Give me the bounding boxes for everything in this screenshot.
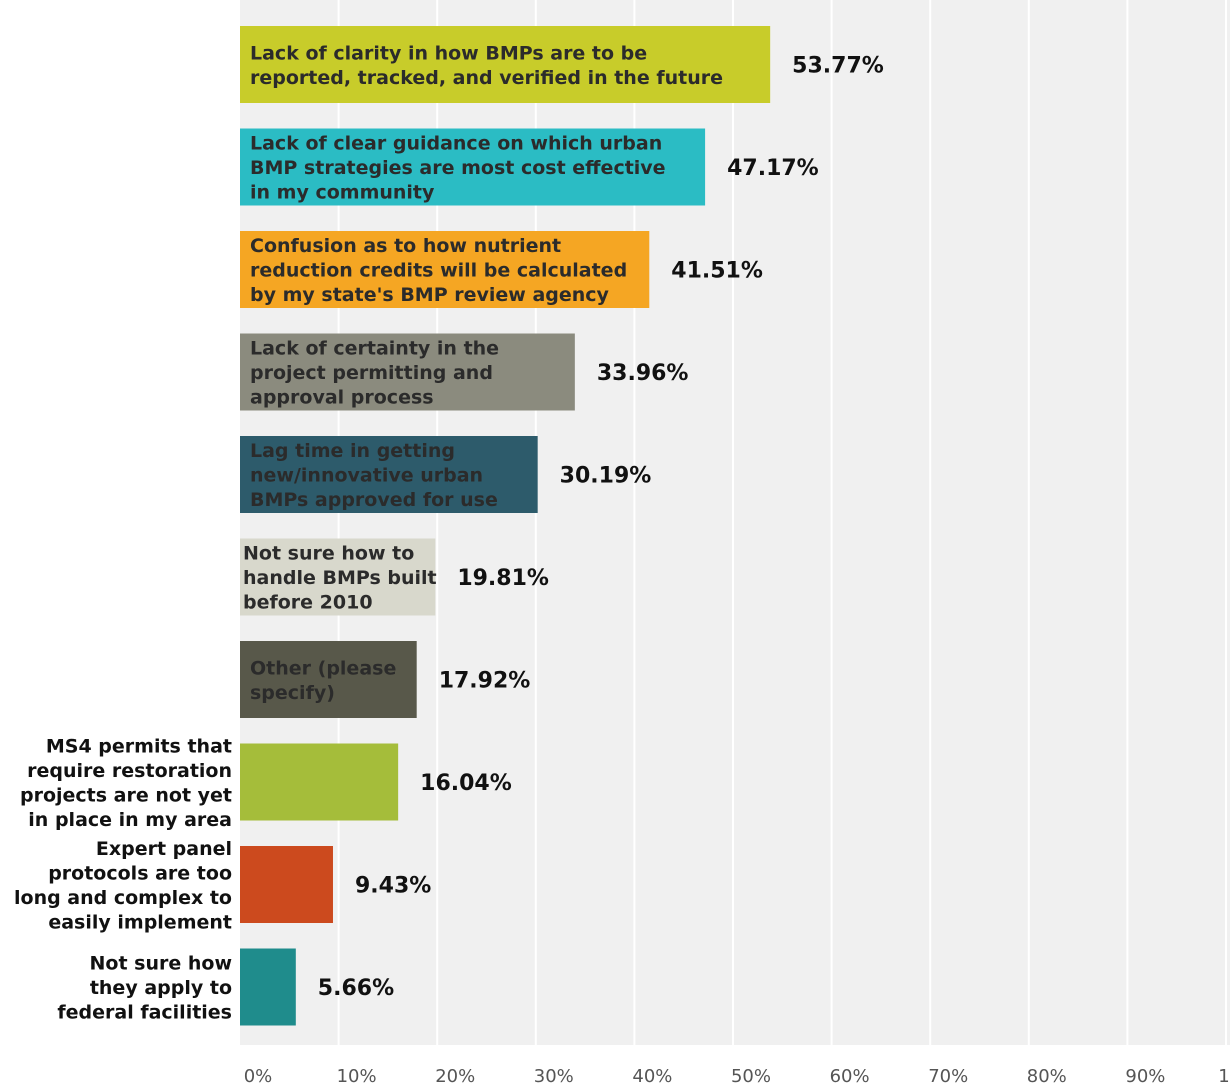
bar [240,231,650,308]
category-label-line: Expert panel [96,838,232,860]
data-label: 9.43% [355,874,431,899]
bar [240,128,706,206]
category-label-line: Not sure how [90,953,233,975]
category-label-line: reported, tracked, and verified in the f… [250,67,723,89]
category-label-line: MS4 permits that [46,735,232,757]
category-label-line: Lag time in getting [250,440,455,462]
category-label-line: require restoration [27,760,232,782]
category-label-line: projects are not yet [20,784,232,806]
category-label-line: reduction credits will be calculated [250,260,627,282]
data-label: 47.17% [727,156,819,181]
category-label-line: BMPs approved for use [250,489,498,511]
data-label: 53.77% [792,54,884,79]
bar [240,641,417,718]
category-label-line: Not sure how to [243,543,414,565]
category-label: Lack of clear guidance on which urban BMP… [250,133,666,204]
category-label-line: project permitting and [250,362,493,384]
category-label-line: long and complex to [14,887,232,909]
x-tick-label: 90% [1125,1066,1165,1086]
x-tick-label: 30% [534,1066,574,1086]
data-label: 41.51% [671,259,763,284]
category-label-line: in my community [250,182,435,204]
category-label-line: Confusion as to how nutrient [250,235,561,257]
category-label: Confusion as to how nutrient reduction cr… [250,235,627,306]
data-label: 17.92% [439,669,531,694]
category-label-line: handle BMPs built [243,567,437,589]
x-tick-label: 40% [632,1066,672,1086]
data-label: 5.66% [318,976,394,1001]
category-label: Not sure how they apply to federal facilit… [57,953,232,1024]
category-labels: Lack of clarity in how BMPs are to be rep… [14,42,723,1023]
x-tick-label: 10% [337,1066,377,1086]
bar [240,436,538,513]
bar [240,333,575,411]
x-tick-label: 60% [830,1066,870,1086]
bar [240,846,333,923]
value-labels: 53.77% 47.17% 41.51% 33.96% 30.19% 19.81% 17.9… [318,54,884,1002]
x-tick-label: 20% [435,1066,475,1086]
category-label-line: easily implement [48,911,232,933]
category-label-line: federal facilities [57,1002,232,1024]
data-label: 30.19% [560,464,652,489]
data-label: 16.04% [420,771,512,796]
category-label: Expert panel protocols are too long and co… [14,838,232,934]
bar [240,948,296,1026]
category-label: Lag time in getting new/innovative urban B… [250,440,498,511]
x-axis-ticks: 0% 10% 20% 30% 40% 50% 60% 70% 80% 90% 100% [244,1066,1230,1086]
category-label: Other (please specify) [250,657,396,704]
bar [240,538,436,616]
category-label-line: Lack of clarity in how BMPs are to be [250,42,647,64]
x-tick-label: 70% [928,1066,968,1086]
category-label-line: Lack of certainty in the [250,338,499,360]
category-label-line: approval process [250,387,434,409]
category-label: MS4 permits that require restoration proje… [20,735,232,831]
bar [240,743,399,821]
category-label-line: BMP strategies are most cost effective [250,157,666,179]
category-label-line: specify) [250,682,335,704]
category-label-line: protocols are too [48,862,232,884]
category-label: Not sure how to handle BMPs built before 2… [243,543,437,614]
category-label-line: new/innovative urban [250,465,483,487]
x-tick-label: 50% [731,1066,771,1086]
x-tick-label: 100% [1218,1066,1230,1086]
category-label-line: they apply to [90,977,232,999]
x-tick-label: 80% [1027,1066,1067,1086]
category-label-line: before 2010 [243,592,373,614]
category-label-line: by my state's BMP review agency [250,284,610,306]
category-label-line: Other (please [250,657,396,679]
data-label: 33.96% [597,361,689,386]
category-label-line: Lack of clear guidance on which urban [250,133,662,155]
x-tick-label: 0% [244,1066,273,1086]
bar [240,26,771,103]
bars [240,26,771,1026]
data-label: 19.81% [457,566,549,591]
category-label-line: in place in my area [28,809,232,831]
category-label: Lack of clarity in how BMPs are to be rep… [250,42,723,89]
category-label: Lack of certainty in the project permitti… [250,338,499,409]
